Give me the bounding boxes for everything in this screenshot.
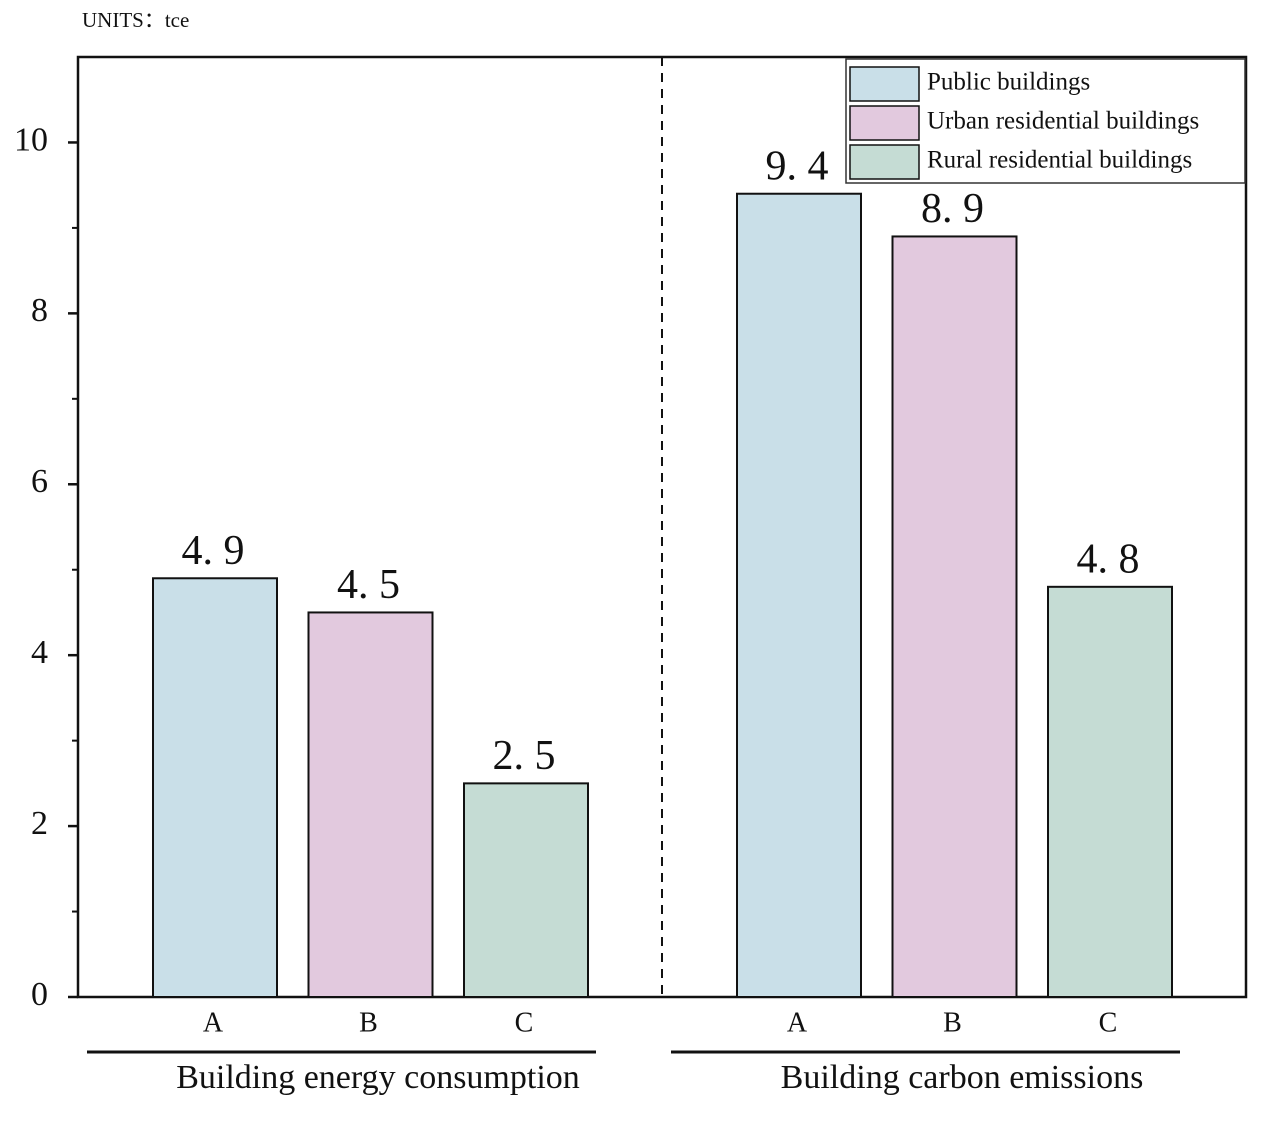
legend-label: Public buildings — [927, 69, 1090, 96]
y-tick-label: 4 — [31, 634, 48, 671]
bar — [152, 577, 278, 998]
bar — [736, 192, 862, 998]
bar — [1047, 585, 1173, 998]
value-label: 4. 5 — [337, 562, 400, 608]
legend-swatch — [849, 66, 920, 102]
value-label: 4. 9 — [182, 528, 245, 574]
legend-swatch — [849, 105, 920, 141]
bar — [891, 235, 1018, 999]
legend-label: Urban residential buildings — [927, 108, 1199, 135]
group-label: Building energy consumption — [176, 1059, 580, 1096]
x-tick-label: C — [1099, 1007, 1118, 1038]
legend-swatch — [849, 144, 920, 180]
value-label: 2. 5 — [493, 733, 556, 779]
bar — [307, 611, 434, 998]
y-tick-label: 10 — [14, 121, 48, 158]
value-label: 4. 8 — [1077, 536, 1140, 582]
group-label: Building carbon emissions — [781, 1059, 1144, 1096]
value-label: 8. 9 — [921, 186, 984, 232]
y-tick-label: 8 — [31, 292, 48, 329]
x-tick-label: B — [943, 1007, 962, 1038]
bar — [463, 782, 589, 999]
x-tick-label: A — [787, 1007, 808, 1038]
y-tick-label: 6 — [31, 463, 48, 500]
x-tick-label: C — [515, 1007, 534, 1038]
units-label: UNITS：tce — [82, 8, 189, 32]
y-tick-label: 0 — [31, 976, 48, 1013]
legend-label: Rural residential buildings — [927, 147, 1192, 174]
value-label: 9. 4 — [766, 143, 829, 189]
x-tick-label: A — [203, 1007, 224, 1038]
x-tick-label: B — [359, 1007, 378, 1038]
y-tick-label: 2 — [31, 805, 48, 842]
